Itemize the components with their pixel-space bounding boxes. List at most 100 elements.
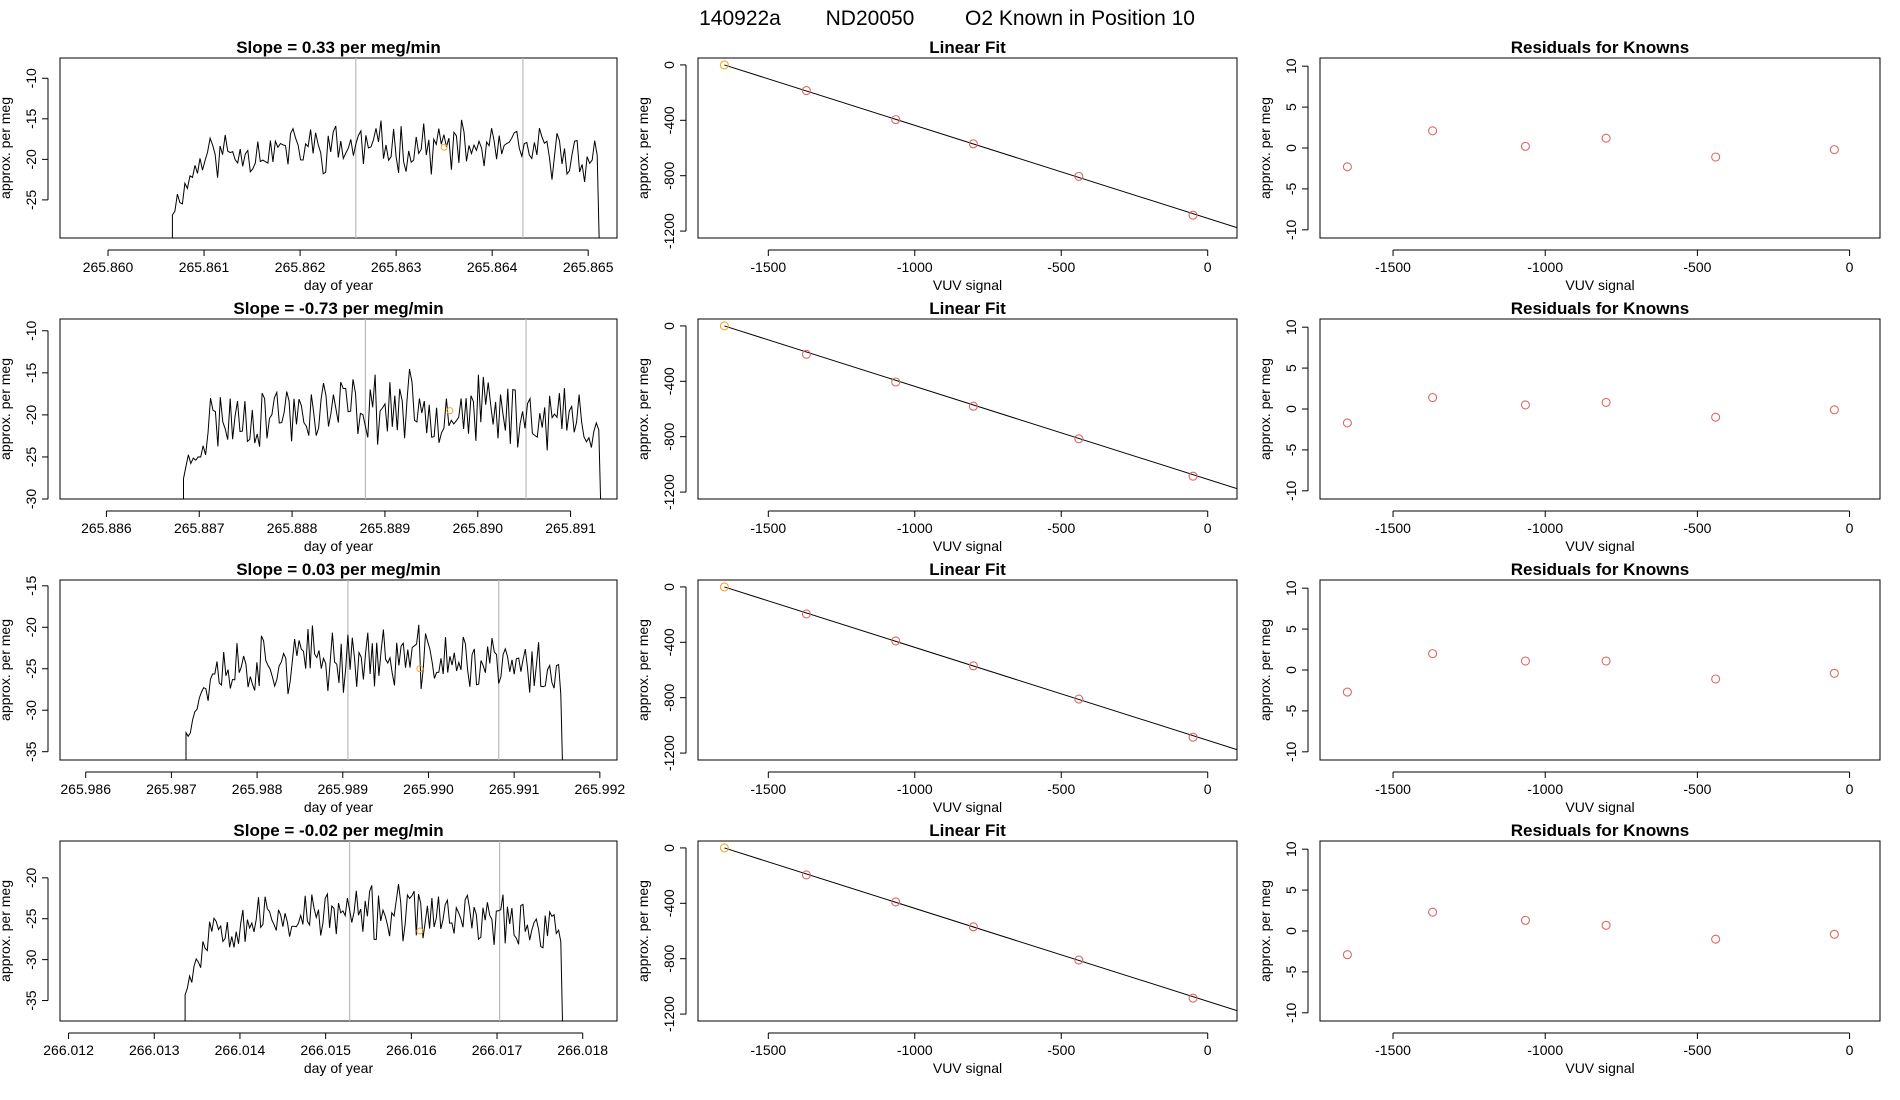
data-point — [1074, 434, 1084, 444]
y-tick-label: -800 — [661, 422, 677, 450]
x-tick-label: 266.015 — [300, 1042, 351, 1058]
y-tick-label: 0 — [1283, 666, 1299, 674]
data-point — [1711, 934, 1721, 944]
plot-frame — [59, 318, 618, 500]
y-tick-label: -15 — [23, 108, 39, 128]
y-tick-label: -25 — [23, 908, 39, 928]
y-tick-label: -10 — [1283, 219, 1299, 239]
y-tick-label: -1200 — [661, 996, 677, 1032]
data-point — [801, 349, 811, 359]
x-tick-label: 0 — [1204, 1042, 1212, 1058]
data-point — [1711, 152, 1721, 162]
chart-panel-4: Slope = -0.02 per meg/min 266.012 266.013 2… — [0, 821, 618, 1076]
y-tick-label: 5 — [1283, 625, 1299, 633]
y-axis-label: approx. per meg — [1257, 97, 1273, 199]
x-tick-label: 265.864 — [467, 259, 518, 275]
plot-frame — [697, 318, 1238, 500]
x-tick-label: 265.860 — [83, 259, 134, 275]
x-tick-label: 266.012 — [43, 1042, 94, 1058]
y-axis-label: approx. per meg — [0, 619, 13, 721]
data-point — [1601, 656, 1611, 666]
x-tick-label: 266.016 — [386, 1042, 437, 1058]
y-tick-label: -1200 — [661, 213, 677, 249]
header-tank: ND20050 — [826, 7, 915, 30]
y-tick-label: -800 — [661, 683, 677, 711]
x-tick-label: 0 — [1846, 1042, 1854, 1058]
signal-trace — [184, 884, 563, 1021]
y-tick-label: -1200 — [661, 474, 677, 510]
y-tick-label: 0 — [661, 61, 677, 69]
figure-header: 140922a ND20050 O2 Known in Position 10 — [699, 7, 1195, 30]
x-tick-label: 265.890 — [452, 520, 503, 536]
y-tick-label: -35 — [23, 990, 39, 1010]
plot-frame — [1319, 318, 1881, 500]
chart-panel-7: Linear Fit -1500 -1000 -500 0 VUV signal -1200… — [635, 560, 1238, 815]
y-tick-label: -20 — [23, 149, 39, 169]
panel-title: Residuals for Knowns — [1511, 821, 1690, 840]
chart-panel-3: Slope = 0.03 per meg/min 265.986 265.987 26… — [0, 560, 625, 815]
x-tick-label: 265.990 — [403, 781, 454, 797]
x-tick-label: -1000 — [1527, 1042, 1563, 1058]
y-tick-label: 0 — [1283, 405, 1299, 413]
data-point — [891, 897, 901, 907]
y-tick-label: 5 — [1283, 364, 1299, 372]
plot-area — [1342, 907, 1839, 960]
data-point — [1711, 412, 1721, 422]
plot-area — [1342, 392, 1839, 428]
x-tick-label: 0 — [1204, 259, 1212, 275]
data-point — [1188, 732, 1198, 742]
y-tick-label: 0 — [661, 583, 677, 591]
data-point — [1520, 915, 1530, 925]
data-point — [719, 60, 729, 70]
chart-panel-12: Residuals for Knowns -1500 -1000 -500 0 VUV s… — [1257, 821, 1881, 1076]
x-tick-label: -1000 — [1527, 520, 1563, 536]
plot-frame — [59, 57, 618, 239]
x-tick-label: -1500 — [1375, 1042, 1411, 1058]
y-tick-label: -5 — [1283, 965, 1299, 978]
x-axis-label: VUV signal — [1565, 538, 1634, 554]
data-point — [1074, 694, 1084, 704]
x-axis-label: day of year — [304, 799, 374, 815]
x-tick-label: -500 — [1047, 259, 1075, 275]
data-point — [719, 321, 729, 331]
y-tick-label: 10 — [1283, 580, 1299, 596]
y-axis-label: approx. per meg — [0, 880, 13, 982]
x-tick-label: 0 — [1846, 259, 1854, 275]
y-tick-label: -15 — [23, 575, 39, 595]
data-point — [1601, 920, 1611, 930]
signal-trace — [171, 119, 600, 238]
fit-line — [724, 586, 1237, 751]
x-axis-label: day of year — [304, 277, 374, 293]
x-tick-label: 266.018 — [557, 1042, 608, 1058]
data-point — [1342, 950, 1352, 960]
plot-area — [719, 60, 1237, 229]
x-tick-label: 265.888 — [267, 520, 318, 536]
x-tick-label: -1000 — [897, 259, 933, 275]
x-tick-label: -1000 — [1527, 259, 1563, 275]
chart-panel-8: Linear Fit -1500 -1000 -500 0 VUV signal -1200… — [635, 821, 1238, 1076]
x-tick-label: 265.991 — [489, 781, 540, 797]
data-point — [1342, 687, 1352, 697]
x-tick-label: 265.992 — [575, 781, 626, 797]
panel-title: Linear Fit — [929, 560, 1006, 579]
data-point — [1074, 955, 1084, 965]
chart-panel-2: Slope = -0.73 per meg/min 265.886 265.887 2… — [0, 299, 618, 554]
plot-frame — [697, 57, 1238, 239]
y-tick-label: -35 — [23, 741, 39, 761]
chart-panel-1: Slope = 0.33 per meg/min 265.860 265.861 26… — [0, 38, 618, 293]
x-tick-label: -1500 — [750, 259, 786, 275]
x-axis-label: VUV signal — [1565, 1060, 1634, 1076]
x-tick-label: -1000 — [897, 781, 933, 797]
data-point — [1829, 929, 1839, 939]
x-tick-label: 265.988 — [232, 781, 283, 797]
plot-frame — [59, 840, 618, 1022]
y-axis-label: approx. per meg — [0, 358, 13, 460]
plot-area — [1342, 649, 1839, 697]
y-tick-label: -400 — [661, 367, 677, 395]
data-point — [1074, 171, 1084, 181]
data-point — [801, 85, 811, 96]
x-axis-label: VUV signal — [933, 799, 1002, 815]
data-point — [1188, 471, 1198, 481]
data-point — [968, 922, 978, 932]
data-point — [1188, 210, 1198, 220]
